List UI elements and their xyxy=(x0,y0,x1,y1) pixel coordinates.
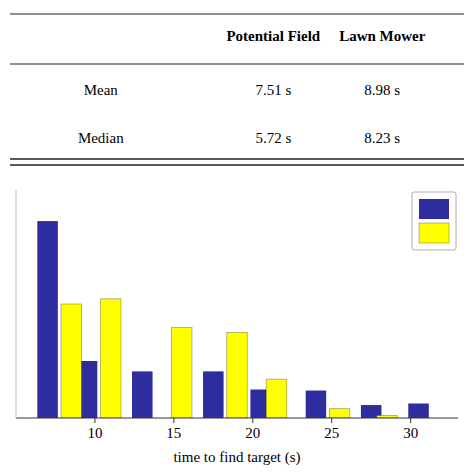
legend-frame xyxy=(412,192,456,250)
table-rule xyxy=(10,158,464,160)
x-tick-label: 30 xyxy=(403,425,418,441)
bar xyxy=(100,299,121,418)
table-cell: 7.51 s xyxy=(255,82,291,98)
table-column-header: Lawn Mower xyxy=(339,28,426,44)
bars xyxy=(37,221,428,418)
legend-swatch xyxy=(419,223,449,243)
x-tick xyxy=(173,418,174,423)
bar xyxy=(266,379,287,418)
bar xyxy=(203,371,224,418)
bar xyxy=(61,304,82,418)
table-cell: 8.23 s xyxy=(364,130,400,146)
x-tick xyxy=(94,418,95,423)
x-tick-label: 20 xyxy=(245,425,260,441)
bar xyxy=(171,327,192,418)
table-column-header: Potential Field xyxy=(226,28,320,44)
x-axis-line xyxy=(16,418,458,419)
y-axis-line xyxy=(16,190,17,418)
bar xyxy=(227,333,248,419)
x-tick-label: 25 xyxy=(324,425,339,441)
bar xyxy=(37,221,58,418)
table-rule xyxy=(10,164,464,166)
figure: Potential Field Lawn Mower Mean 7.51 s 8.98 … xyxy=(0,0,474,474)
legend xyxy=(412,192,456,250)
table-row-header: Mean xyxy=(84,82,119,98)
table-rule xyxy=(10,64,464,65)
x-tick xyxy=(331,418,332,423)
table-cell: 8.98 s xyxy=(364,82,400,98)
bar xyxy=(132,371,153,418)
bar-chart: 10 15 20 25 30 time to find target (s) xyxy=(16,190,458,466)
x-axis-label: time to find target (s) xyxy=(173,449,300,466)
table: Potential Field Lawn Mower Mean 7.51 s 8.98 … xyxy=(10,14,464,165)
table-rule xyxy=(10,14,464,15)
bar xyxy=(408,403,429,418)
bar xyxy=(306,391,327,418)
x-tick xyxy=(252,418,253,423)
table-cell: 5.72 s xyxy=(255,130,291,146)
x-tick-label: 10 xyxy=(87,425,102,441)
bar xyxy=(329,409,350,418)
table-row-header: Median xyxy=(78,130,124,146)
x-tick-label: 15 xyxy=(166,425,181,441)
x-tick xyxy=(410,418,411,423)
legend-swatch xyxy=(419,199,449,219)
